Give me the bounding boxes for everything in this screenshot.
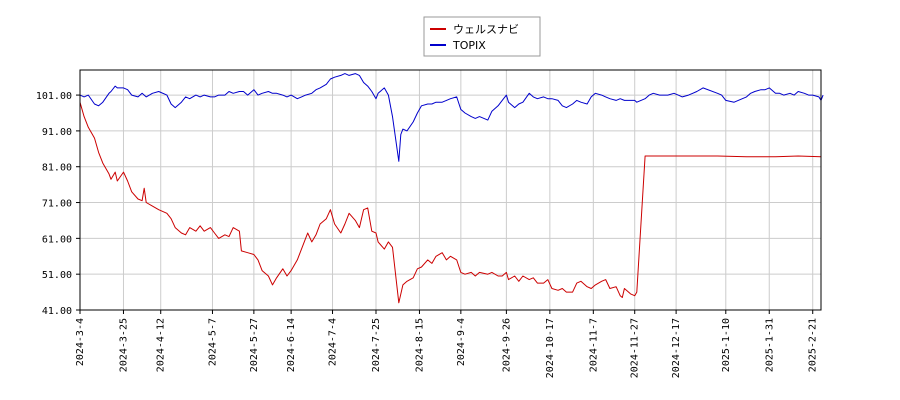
x-tick-label: 2024-10-17 — [545, 318, 556, 378]
x-tick-label: 2024-7-4 — [328, 318, 339, 366]
legend-box — [423, 16, 541, 57]
x-tick-label: 2024-8-15 — [414, 318, 425, 372]
series-line-wealthnavi — [79, 102, 822, 304]
plot-frame — [79, 69, 822, 311]
x-tick-label: 2024-6-14 — [286, 318, 297, 372]
x-tick-label: 2024-11-7 — [588, 318, 599, 372]
grid — [79, 70, 821, 311]
legend-label: ウェルスナビ — [453, 23, 519, 36]
x-tick-label: 2025-1-10 — [721, 318, 732, 372]
y-tick-label: 61.00 — [42, 234, 72, 245]
x-tick-label: 2024-9-26 — [501, 318, 512, 372]
series-line-topix — [79, 73, 824, 162]
y-tick-label: 71.00 — [42, 199, 72, 210]
x-tick-label: 2025-1-31 — [764, 318, 775, 372]
x-tick-label: 2025-2-21 — [808, 318, 819, 372]
x-tick-label: 2024-3-4 — [75, 318, 86, 366]
x-tick-label: 2024-7-25 — [371, 318, 382, 372]
y-tick-label: 51.00 — [42, 270, 72, 281]
y-tick-label: 101.00 — [36, 91, 72, 102]
x-tick-label: 2024-3-25 — [118, 318, 129, 372]
x-tick-label: 2024-11-27 — [630, 318, 641, 378]
y-tick-label: 41.00 — [42, 306, 72, 317]
x-tick-label: 2024-5-7 — [207, 318, 218, 366]
series-layer — [79, 73, 824, 304]
x-axis: 2024-3-4 2024-3-25 2024-4-12 2024-5-7 2024-5… — [75, 310, 819, 378]
x-tick-label: 2024-5-27 — [249, 318, 260, 372]
x-tick-label: 2024-4-12 — [156, 318, 167, 372]
y-axis: 41.00 51.00 61.00 71.00 81.00 91.00 101.00 — [36, 91, 80, 317]
x-tick-label: 2024-9-4 — [456, 318, 467, 366]
legend-label: TOPIX — [452, 39, 486, 52]
y-tick-label: 91.00 — [42, 127, 72, 138]
legend: ウェルスナビ TOPIX — [423, 16, 541, 57]
x-tick-label: 2024-12-17 — [671, 318, 682, 378]
y-tick-label: 81.00 — [42, 163, 72, 174]
